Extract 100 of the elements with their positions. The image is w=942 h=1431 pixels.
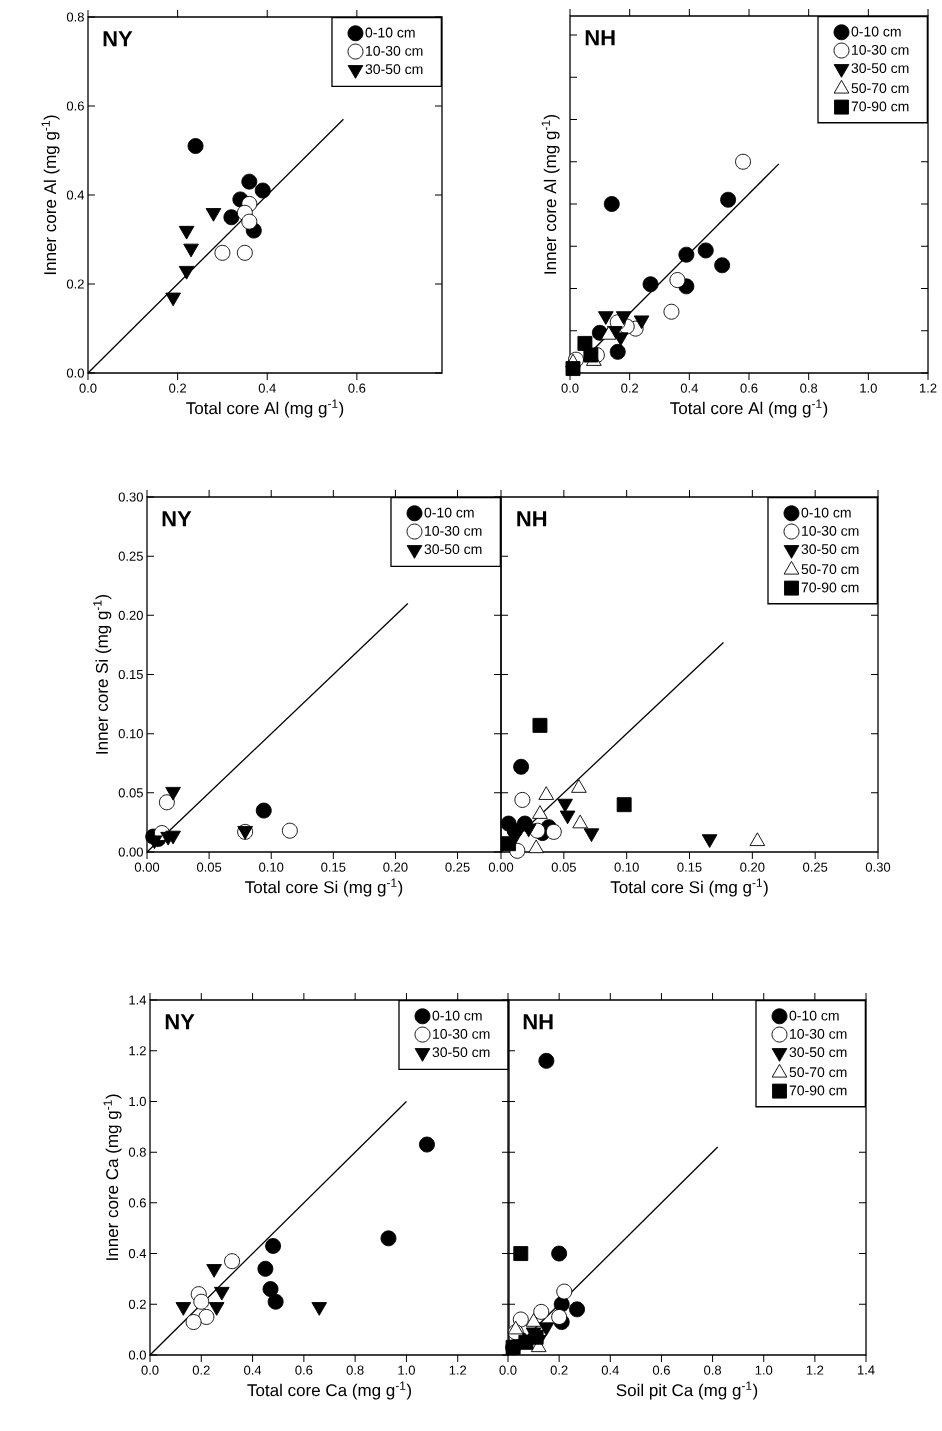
legend-label: 10-30 cm — [852, 44, 909, 55]
legend-label: 30-50 cm — [365, 64, 423, 75]
y-tick-label: 0.8 — [128, 1147, 146, 1157]
point — [187, 138, 204, 154]
point — [532, 805, 548, 819]
legend-label: 0-10 cm — [432, 1010, 482, 1021]
point — [183, 243, 199, 258]
point — [380, 1230, 397, 1247]
point — [697, 242, 714, 259]
point — [609, 343, 626, 360]
legend-label: 0-10 cm — [365, 27, 415, 38]
x-tick-label: 0.30 — [865, 862, 891, 872]
point — [720, 191, 737, 208]
point — [569, 1301, 585, 1318]
point — [642, 276, 659, 293]
point — [205, 208, 222, 222]
x-tick-label: 0.8 — [704, 1365, 722, 1375]
x-tick-label: 0.25 — [445, 862, 470, 872]
x-tick-label: 0.4 — [258, 383, 276, 393]
legend-label: 70-90 cm — [789, 1085, 847, 1096]
x-tick-label: 0.05 — [196, 862, 222, 872]
point — [551, 1309, 568, 1325]
point — [265, 1238, 282, 1254]
point — [311, 1302, 328, 1316]
point — [175, 1302, 192, 1316]
point — [254, 182, 271, 199]
x-tick-label: 1.0 — [860, 383, 877, 393]
x-tick-label: 0.05 — [551, 862, 576, 872]
x-tick-label: 1.2 — [806, 1365, 824, 1375]
x-tick-label: 0.2 — [192, 1365, 210, 1375]
y-axis-title: Inner core Al (mg g$^{-1}$) — [41, 115, 60, 275]
point — [532, 717, 548, 733]
legend-label: 30-50 cm — [432, 1047, 490, 1058]
legend-label: 70-90 cm — [801, 582, 859, 593]
annotation: NH — [517, 511, 547, 527]
point — [513, 1246, 529, 1262]
legend-label: 10-30 cm — [433, 1028, 490, 1039]
point — [213, 1286, 230, 1301]
y-tick-label: 0.0 — [66, 368, 84, 378]
x-axis-title: Soil pit Ca (mg g$^{-1}$) — [616, 1381, 758, 1400]
legend-label: 30-50 cm — [851, 63, 909, 74]
y-axis-title: Inner core Al (mg g$^{-1}$) — [541, 114, 560, 274]
legend-label: 70-90 cm — [851, 101, 909, 112]
x-axis-title: Total core Al (mg g$^{-1}$) — [670, 399, 828, 418]
point — [255, 802, 272, 819]
x-tick-label: 0.6 — [348, 383, 366, 393]
x-tick-label: 0.8 — [346, 1365, 364, 1375]
point — [513, 758, 530, 775]
x-axis-title: Total core Si (mg g$^{-1}$) — [610, 878, 768, 897]
point — [419, 1136, 435, 1153]
x-tick-label: 0.15 — [677, 862, 702, 872]
legend-label: 50-70 cm — [789, 1067, 847, 1078]
legend-label: 30-50 cm — [424, 544, 482, 555]
legend-label: 10-30 cm — [425, 525, 482, 536]
y-tick-label: 0.4 — [66, 190, 85, 200]
x-tick-label: 0.20 — [740, 862, 765, 872]
x-tick-label: 0.6 — [740, 383, 758, 393]
y-tick-label: 0.2 — [66, 279, 84, 289]
x-tick-label: 1.0 — [398, 1365, 415, 1375]
point — [571, 779, 587, 793]
y-tick-label: 0.6 — [128, 1198, 146, 1208]
y-tick-label: 0.8 — [66, 12, 84, 22]
y-tick-label: 1.2 — [129, 1046, 146, 1056]
point — [538, 1052, 555, 1069]
x-tick-label: 0.4 — [244, 1365, 262, 1375]
legend-label: 0-10 cm — [851, 26, 901, 37]
point — [262, 1281, 279, 1298]
x-tick-label: 0.10 — [259, 862, 284, 872]
legend-label: 10-30 cm — [802, 525, 859, 536]
x-tick-label: 0.0 — [499, 1365, 517, 1375]
y-tick-label: 0.10 — [118, 729, 143, 739]
point — [241, 173, 258, 190]
legend-label: 0-10 cm — [789, 1010, 839, 1021]
annotation: NY — [103, 31, 133, 47]
point — [572, 814, 588, 829]
point — [545, 823, 562, 840]
annotation: NY — [165, 1014, 195, 1030]
point — [178, 265, 195, 280]
x-tick-label: 0.0 — [79, 383, 97, 393]
y-tick-label: 0.2 — [128, 1299, 146, 1309]
x-tick-label: 0.0 — [561, 383, 579, 393]
x-tick-label: 1.0 — [755, 1365, 773, 1375]
x-axis-title: Total core Ca (mg g$^{-1}$) — [247, 1381, 411, 1400]
legend-label: 0-10 cm — [801, 507, 851, 518]
point — [528, 839, 544, 854]
point — [208, 1302, 225, 1316]
x-tick-label: 0.8 — [800, 383, 818, 393]
point — [551, 1245, 568, 1262]
point — [600, 326, 617, 340]
y-tick-label: 0.0 — [128, 1350, 146, 1360]
point — [165, 292, 181, 307]
annotation: NH — [523, 1014, 553, 1030]
point — [241, 213, 258, 230]
legend-label: 10-30 cm — [366, 45, 423, 56]
point — [206, 1264, 222, 1278]
point — [603, 196, 620, 212]
x-axis-title: Total core Al (mg g$^{-1}$) — [186, 399, 344, 418]
x-tick-label: 0.20 — [383, 862, 408, 872]
point — [178, 225, 195, 240]
point — [714, 257, 731, 274]
